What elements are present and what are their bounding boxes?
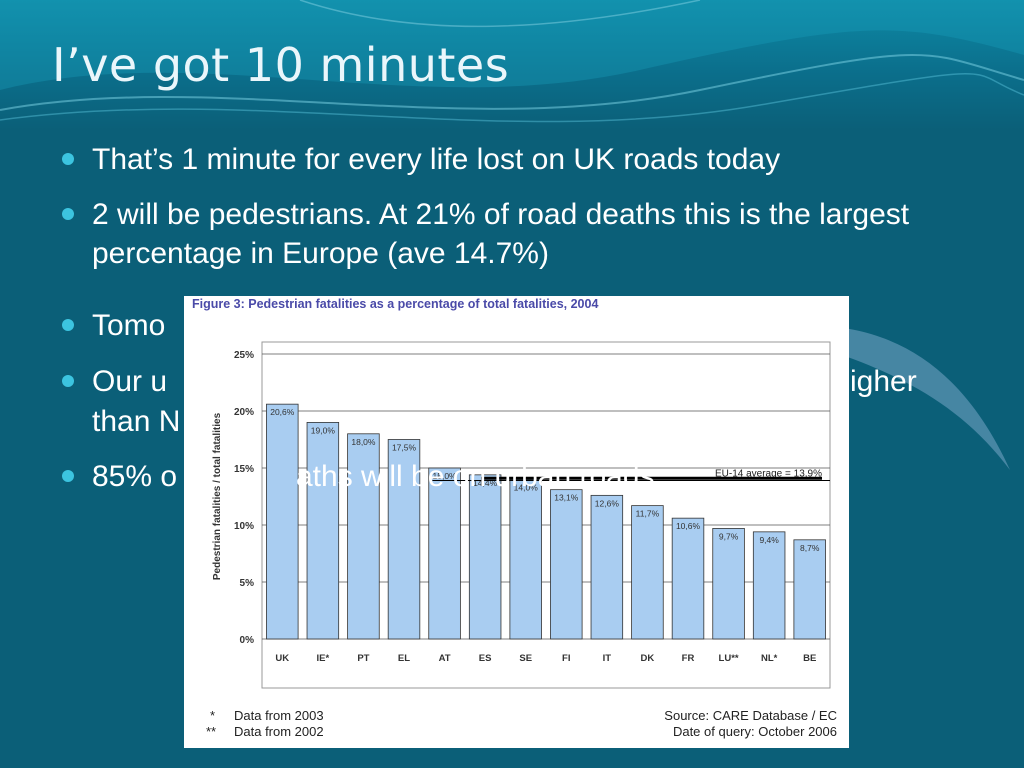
bullet-2: 2 will be pedestrians. At 21% of road de… — [62, 195, 962, 273]
bullet-text: That’s 1 minute for every life lost on U… — [92, 143, 781, 176]
bullet-text: igher — [850, 365, 917, 398]
x-tick-label: LU** — [719, 653, 739, 664]
x-tick-label: FR — [682, 653, 695, 664]
bar-value-label: 15,0% — [433, 471, 458, 481]
bullet-5: 85% o — [62, 457, 942, 496]
bar-value-label: 20,6% — [270, 407, 295, 417]
bar — [793, 539, 826, 640]
bar — [306, 422, 340, 640]
chart-query-date: Date of query: October 2006 — [672, 724, 837, 739]
x-tick-label: FI — [562, 653, 570, 664]
swoosh-decoration — [760, 325, 1010, 470]
y-tick-label: 10% — [234, 521, 254, 532]
bullet-dot-icon — [62, 375, 74, 387]
chart-source: Source: CARE Database / EC — [664, 708, 837, 723]
x-tick-label: IE* — [317, 653, 330, 664]
bar-value-label: 19,0% — [311, 425, 336, 435]
bar — [266, 403, 299, 640]
bar — [590, 494, 624, 640]
bar-value-label: 13,1% — [554, 493, 579, 503]
bar-value-label: 18,0% — [351, 437, 376, 447]
bar-chart: 0% 5% 10% 15% 20% 25% Pedestrian fatalities / … — [212, 341, 831, 689]
bar-value-label: 11,7% — [636, 509, 660, 519]
average-label: EU-14 average = 13,9% — [715, 469, 822, 480]
bullet-4-continuation: than N — [62, 402, 262, 441]
bar-value-label: 14,0% — [514, 482, 539, 492]
bullet-text: aths will be on urban roads — [296, 460, 655, 493]
chart-title: Figure 3: Pedestrian fatalities as a per… — [192, 297, 599, 311]
footnote-text: Data from 2003 — [234, 708, 324, 723]
x-tick-label: DK — [641, 653, 655, 664]
bar-value-label: 8,7% — [800, 543, 820, 553]
chart-panel: 0% 5% 10% 15% 20% 25% Pedestrian fatalities / … — [184, 296, 849, 748]
x-tick-label: IT — [603, 653, 612, 664]
x-tick-label: BE — [803, 653, 816, 664]
bullet-text: 85% o — [92, 460, 178, 493]
bullet-text: Tomo — [92, 309, 166, 342]
footnote-mark: ** — [206, 724, 217, 739]
bullet-4-right-fragment: igher — [850, 362, 970, 401]
bullet-1: That’s 1 minute for every life lost on U… — [62, 140, 972, 179]
bullet-dot-icon — [62, 153, 74, 165]
bar-value-label: 12,6% — [595, 498, 620, 508]
bar — [752, 531, 786, 640]
x-tick-label: UK — [275, 653, 289, 664]
bar — [509, 478, 542, 640]
y-tick-label: 25% — [234, 350, 254, 361]
wave-decoration — [0, 0, 1024, 123]
bar — [428, 467, 461, 640]
bar-value-label: 9,4% — [759, 535, 779, 545]
bar — [671, 517, 705, 640]
footnote-mark: * — [210, 708, 216, 723]
bullet-text: Our u — [92, 365, 168, 398]
bar-value-label: 14,4% — [473, 478, 498, 488]
x-tick-label: SE — [519, 653, 532, 664]
bar — [387, 439, 421, 640]
footnote-text: Data from 2002 — [234, 724, 324, 739]
bar — [550, 489, 583, 640]
slide-title: I’ve got 10 minutes — [52, 38, 510, 92]
bar — [468, 474, 502, 640]
y-tick-label: 20% — [234, 407, 254, 418]
chart-frame — [261, 341, 831, 689]
bar-value-label: 9,7% — [719, 531, 739, 541]
x-tick-label: NL* — [761, 653, 778, 664]
bar-value-label: 17,5% — [392, 443, 417, 453]
y-tick-label: 15% — [234, 464, 254, 475]
bullet-dot-icon — [62, 319, 74, 331]
x-tick-label: PT — [357, 653, 369, 664]
x-tick-label: AT — [439, 653, 451, 664]
y-tick-label: 5% — [240, 578, 255, 589]
y-axis-label: Pedestrian fatalities / total fatalities — [212, 412, 223, 580]
bullet-text: 2 will be pedestrians. At 21% of road de… — [92, 198, 910, 270]
bullet-dot-icon — [62, 208, 74, 220]
x-tick-label: ES — [479, 653, 492, 664]
bullet-3: Tomo — [62, 306, 942, 345]
bar — [631, 505, 664, 640]
bullet-text: than N — [92, 405, 181, 438]
bullet-dot-icon — [62, 470, 74, 482]
bar-value-label: 10,6% — [676, 521, 701, 531]
bullet-5-overlay-fragment: aths will be on urban roads — [296, 457, 716, 496]
bar — [712, 528, 745, 640]
bullet-4: Our u — [62, 362, 942, 401]
x-tick-label: EL — [398, 653, 410, 664]
bar — [347, 433, 380, 640]
y-tick-label: 0% — [240, 635, 255, 646]
